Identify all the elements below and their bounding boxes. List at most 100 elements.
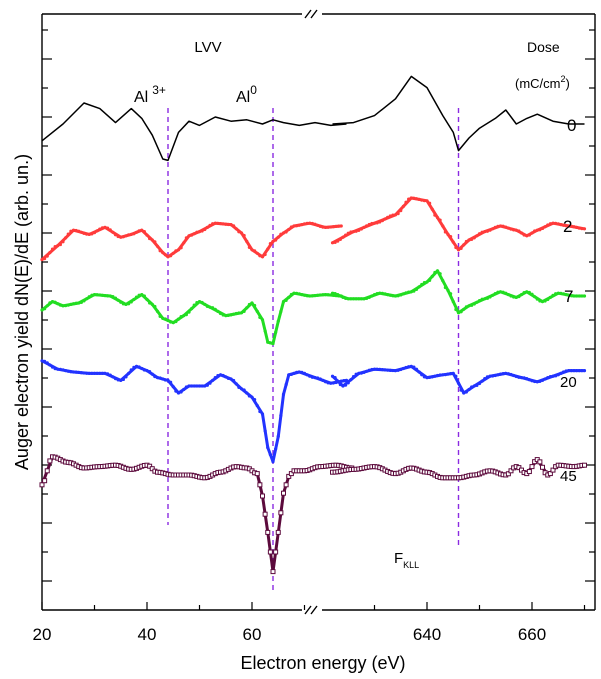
data-point-2 [184,236,188,240]
data-point-45 [547,471,553,477]
data-point-20 [216,373,220,378]
data-point-20 [329,381,333,385]
data-point-20 [111,375,115,379]
data-point-20 [331,381,335,385]
data-point-2 [61,240,65,244]
data-point-7 [90,293,94,297]
data-point-20 [514,374,518,379]
data-point-20 [577,369,581,373]
data-point-7 [462,307,466,311]
data-point-2 [119,235,123,239]
data-point-20 [300,370,304,374]
data-point-20 [407,365,411,369]
data-point-2 [308,221,312,225]
data-point-20 [211,378,215,382]
data-point-2 [287,227,291,232]
data-point-7 [116,298,120,302]
data-point-7 [310,294,314,298]
data-point-20 [40,359,44,363]
data-point-7 [359,297,363,301]
data-point-7 [346,297,350,301]
data-point-7 [158,314,162,318]
data-point-20 [540,378,545,382]
data-point-20 [475,383,479,387]
data-point-7 [247,302,251,307]
data-point-20 [195,384,199,388]
data-point-7 [420,282,424,287]
data-point-2 [43,257,47,261]
data-point-2 [237,230,241,234]
data-point-20 [260,412,265,416]
data-point-2 [383,217,387,221]
data-point-20 [391,368,395,373]
data-point-7 [467,304,471,308]
data-point-20 [56,367,60,371]
series-line-7-low [41,291,342,346]
y-axis-label: Auger electron yield dN(E)/dE (arb. un.) [12,154,32,470]
data-point-7 [253,303,257,308]
data-point-2 [580,227,584,231]
data-point-2 [155,244,160,248]
data-point-2 [98,227,102,231]
data-point-7 [501,290,505,294]
data-point-20 [496,373,500,377]
data-point-2 [274,238,278,242]
data-point-20 [247,394,251,398]
data-point-20 [561,370,566,374]
data-point-20 [218,373,223,377]
x-tick-label-660: 660 [518,625,546,644]
data-point-2 [401,204,405,208]
data-point-20 [66,369,70,373]
data-point-7 [422,281,426,285]
data-point-2 [258,254,262,258]
data-point-2 [334,224,338,228]
data-point-2 [407,197,411,201]
data-point-2 [279,232,283,236]
data-point-7 [546,297,550,302]
data-point-20 [488,374,492,378]
data-point-2 [559,223,563,227]
data-point-20 [287,373,291,377]
data-point-7 [522,291,526,295]
data-point-7 [292,291,296,295]
data-point-7 [365,296,369,301]
data-point-20 [580,369,584,373]
data-point-2 [446,232,450,236]
data-point-7 [45,304,49,308]
data-point-2 [556,222,560,226]
data-point-45 [505,471,511,477]
data-point-20 [116,378,120,382]
data-point-2 [422,199,426,203]
data-point-7 [66,303,70,307]
data-point-2 [456,248,461,252]
data-point-7 [533,295,537,299]
data-point-20 [213,376,217,380]
data-point-7 [341,295,345,299]
data-point-20 [344,383,348,387]
data-point-20 [342,378,346,383]
data-point-20 [237,385,241,389]
data-point-20 [378,367,382,372]
data-point-20 [119,378,123,382]
data-point-2 [108,228,112,232]
data-point-20 [336,379,340,383]
data-point-20 [266,446,270,450]
data-point-7 [234,311,238,316]
data-point-7 [313,294,317,298]
data-point-20 [48,363,52,367]
data-point-7 [61,304,65,308]
plot-frame [41,13,596,611]
label-fkll-base: F [394,550,403,567]
data-point-7 [271,342,275,346]
data-point-7 [464,305,468,309]
data-point-20 [509,372,513,377]
data-point-2 [53,244,57,249]
data-point-20 [443,372,447,377]
data-point-2 [577,226,581,230]
data-point-7 [182,314,186,318]
data-point-7 [166,318,170,323]
data-point-2 [79,230,83,234]
data-point-2 [140,228,144,232]
data-point-2 [106,226,110,230]
series-line-0-low [41,102,347,162]
